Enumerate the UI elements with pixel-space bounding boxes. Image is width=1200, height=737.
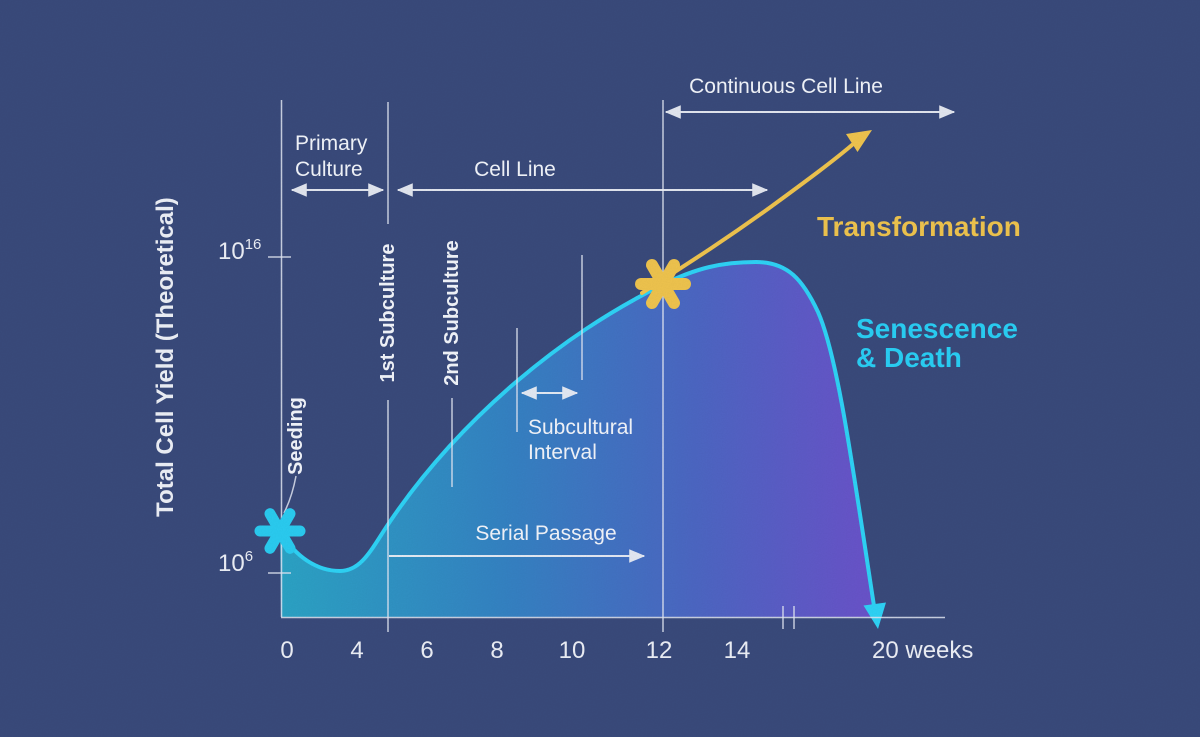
- growth-curve-svg: Total Cell Yield (Theoretical) 1016 106 …: [0, 0, 1200, 737]
- growth-curve-figure: Total Cell Yield (Theoretical) 1016 106 …: [0, 0, 1200, 737]
- grain-texture-overlay: [0, 0, 1200, 737]
